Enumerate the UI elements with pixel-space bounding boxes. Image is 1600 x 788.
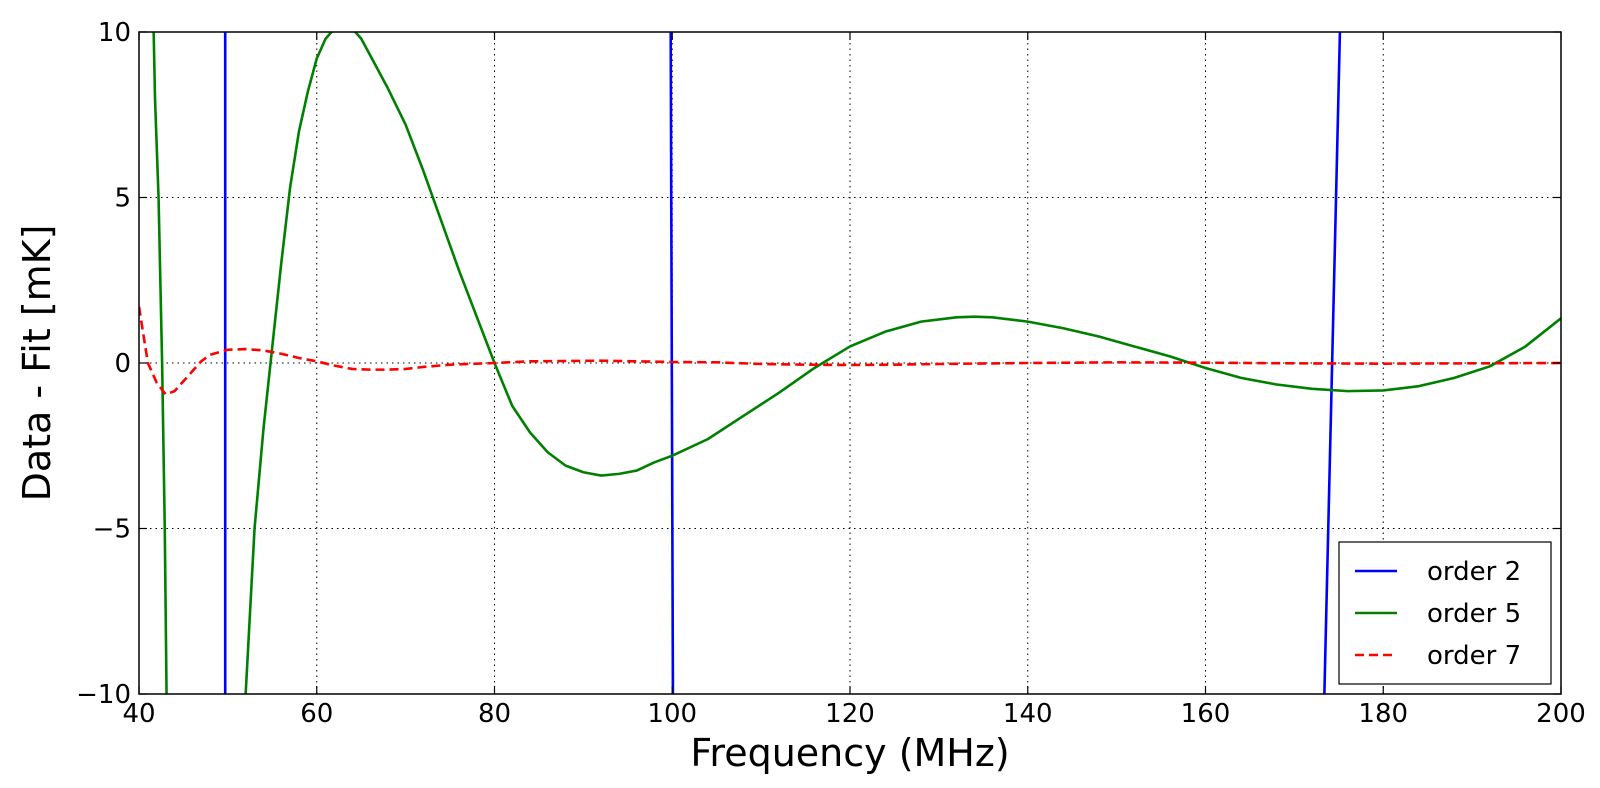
y-tick-label: 5 [114, 184, 131, 214]
x-tick-label: 40 [122, 699, 155, 729]
y-tick-label: −10 [76, 680, 131, 710]
x-tick-label: 200 [1536, 699, 1586, 729]
y-axis-label: Data - Fit [mK] [15, 225, 59, 502]
x-tick-label: 120 [825, 699, 875, 729]
legend-label-order-5: order 5 [1427, 599, 1521, 629]
x-tick-label: 100 [647, 699, 697, 729]
legend-label-order-2: order 2 [1427, 557, 1521, 587]
x-tick-label: 180 [1358, 699, 1408, 729]
series-order-7 [139, 306, 1561, 396]
y-tick-label: −5 [93, 515, 131, 545]
y-tick-labels: −10 −5 0 5 10 [76, 18, 131, 710]
series-line-order-7 [139, 306, 1561, 396]
x-tick-labels: 40 60 80 100 120 140 160 180 200 [122, 699, 1585, 729]
legend: order 2 order 5 order 7 [1338, 541, 1552, 685]
x-tick-label: 80 [478, 699, 511, 729]
ticks [138, 31, 1562, 695]
series-line-order-5 [152, 32, 168, 694]
x-tick-label: 140 [1003, 699, 1053, 729]
series-line-order-5 [244, 32, 1561, 694]
x-tick-label: 60 [300, 699, 333, 729]
series-order-5 [152, 32, 1561, 694]
x-axis-label: Frequency (MHz) [690, 731, 1009, 775]
y-tick-label: 10 [98, 18, 131, 48]
legend-label-order-7: order 7 [1427, 641, 1521, 671]
series-layer [139, 32, 1561, 694]
y-tick-label: 0 [114, 349, 131, 379]
x-tick-label: 160 [1181, 699, 1231, 729]
